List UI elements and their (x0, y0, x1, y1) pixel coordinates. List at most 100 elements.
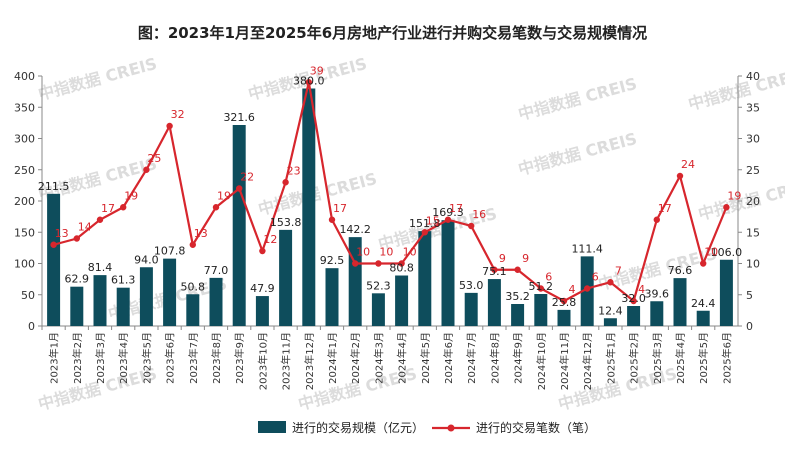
x-tick-label: 2024年1月 (326, 332, 339, 384)
x-tick-label: 2023年6月 (164, 332, 177, 384)
bar (627, 306, 641, 326)
x-tick-label: 2024年10月 (535, 332, 548, 390)
x-tick-label: 2023年12月 (303, 332, 316, 390)
line-point (537, 285, 544, 292)
bar (464, 292, 478, 326)
watermark-5: 中指数据 CREIS (256, 169, 379, 219)
bar (395, 275, 409, 326)
bar-data-label: 142.2 (339, 223, 371, 236)
y-left-tick-label: 200 (14, 195, 35, 208)
line-data-label: 32 (171, 108, 185, 121)
line-point (630, 297, 637, 305)
x-tick-label: 2023年5月 (140, 332, 153, 384)
line-data-label: 13 (55, 227, 69, 240)
line-data-label: 25 (147, 152, 161, 165)
line-data-label: 6 (592, 271, 599, 284)
line-point (514, 266, 521, 273)
y-left-tick-label: 250 (14, 164, 35, 177)
x-tick-label: 2024年12月 (581, 332, 594, 390)
watermark-3: 中指数据 CREIS (686, 64, 785, 114)
y-left-tick-label: 400 (14, 70, 35, 83)
y-left-tick-label: 300 (14, 133, 35, 146)
bar-data-label: 81.4 (88, 261, 113, 274)
bar (302, 88, 316, 326)
line-point (491, 266, 498, 273)
line-point (166, 122, 173, 130)
y-left-tick-label: 0 (28, 320, 35, 333)
y-left-tick-label: 350 (14, 101, 35, 114)
bar-data-label: 77.0 (204, 264, 229, 277)
bar-data-label: 51.2 (529, 280, 554, 293)
y-right-tick-label: 30 (746, 133, 760, 146)
line-point (73, 235, 81, 242)
line-data-label: 13 (194, 227, 208, 240)
line-data-label: 9 (499, 252, 506, 265)
x-tick-label: 2025年5月 (697, 332, 710, 384)
y-right-tick-label: 20 (746, 195, 760, 208)
bar-data-label: 32.0 (621, 292, 646, 305)
bar (93, 275, 107, 326)
y-right-tick-label: 25 (746, 164, 760, 177)
line-point (282, 179, 289, 186)
x-tick-label: 2023年7月 (187, 332, 200, 384)
line-data-label: 4 (638, 283, 645, 296)
bar (696, 310, 710, 326)
bar (603, 318, 617, 326)
bar-data-label: 106.0 (711, 246, 743, 259)
line-data-label: 16 (472, 208, 486, 221)
line-point (700, 260, 707, 267)
bar (325, 268, 339, 326)
line-point (236, 185, 243, 192)
bar-data-label: 61.3 (111, 274, 136, 287)
line-point (50, 241, 57, 248)
line-data-label: 6 (545, 271, 552, 284)
line-point (398, 260, 405, 267)
bar (418, 231, 432, 326)
legend-line-marker (447, 424, 455, 432)
legend-bar-label: 进行的交易规模（亿元） (292, 420, 424, 435)
line-data-label: 10 (403, 246, 417, 259)
y-right-tick-label: 0 (746, 320, 753, 333)
bar-data-label: 25.8 (552, 296, 577, 309)
x-tick-label: 2024年6月 (442, 332, 455, 384)
line-point (212, 204, 220, 211)
x-tick-label: 2023年11月 (280, 332, 293, 390)
y-right-tick-label: 40 (746, 70, 760, 83)
bar-data-label: 53.0 (459, 279, 484, 292)
bar-data-label: 24.4 (691, 297, 716, 310)
chart-title: 图：2023年1月至2025年6月房地产行业进行并购交易笔数与交易规模情况 (137, 24, 648, 42)
line-data-label: 14 (78, 221, 92, 234)
bar-data-label: 380.0 (293, 75, 325, 88)
bar-data-label: 47.9 (250, 282, 275, 295)
line-data-label: 4 (569, 283, 576, 296)
bar (673, 278, 687, 326)
bar-data-label: 153.8 (270, 216, 302, 229)
bar-data-label: 62.9 (65, 273, 90, 286)
line-data-label: 17 (101, 202, 115, 215)
x-tick-label: 2024年5月 (419, 332, 432, 384)
line-point (96, 216, 104, 223)
bar-data-label: 80.8 (389, 262, 414, 275)
line-data-label: 9 (522, 252, 529, 265)
line-point (444, 216, 452, 223)
line-data-label: 12 (263, 233, 277, 246)
bar (47, 193, 61, 326)
line-point (560, 297, 568, 305)
bar-data-label: 52.3 (366, 279, 391, 292)
line-series (53, 82, 728, 303)
bar (487, 279, 501, 326)
bar (719, 259, 733, 326)
x-tick-label: 2024年9月 (512, 332, 525, 384)
line-point (468, 222, 475, 230)
bar (371, 293, 385, 326)
bar-data-label: 50.8 (181, 280, 206, 293)
line-point (305, 79, 312, 86)
watermark-0: 中指数据 CREIS (36, 54, 159, 104)
legend-bar-swatch (258, 421, 286, 433)
x-tick-label: 2023年8月 (210, 332, 223, 384)
x-tick-label: 2023年4月 (117, 332, 130, 384)
bar (139, 267, 153, 326)
line-data-label: 23 (287, 164, 301, 177)
